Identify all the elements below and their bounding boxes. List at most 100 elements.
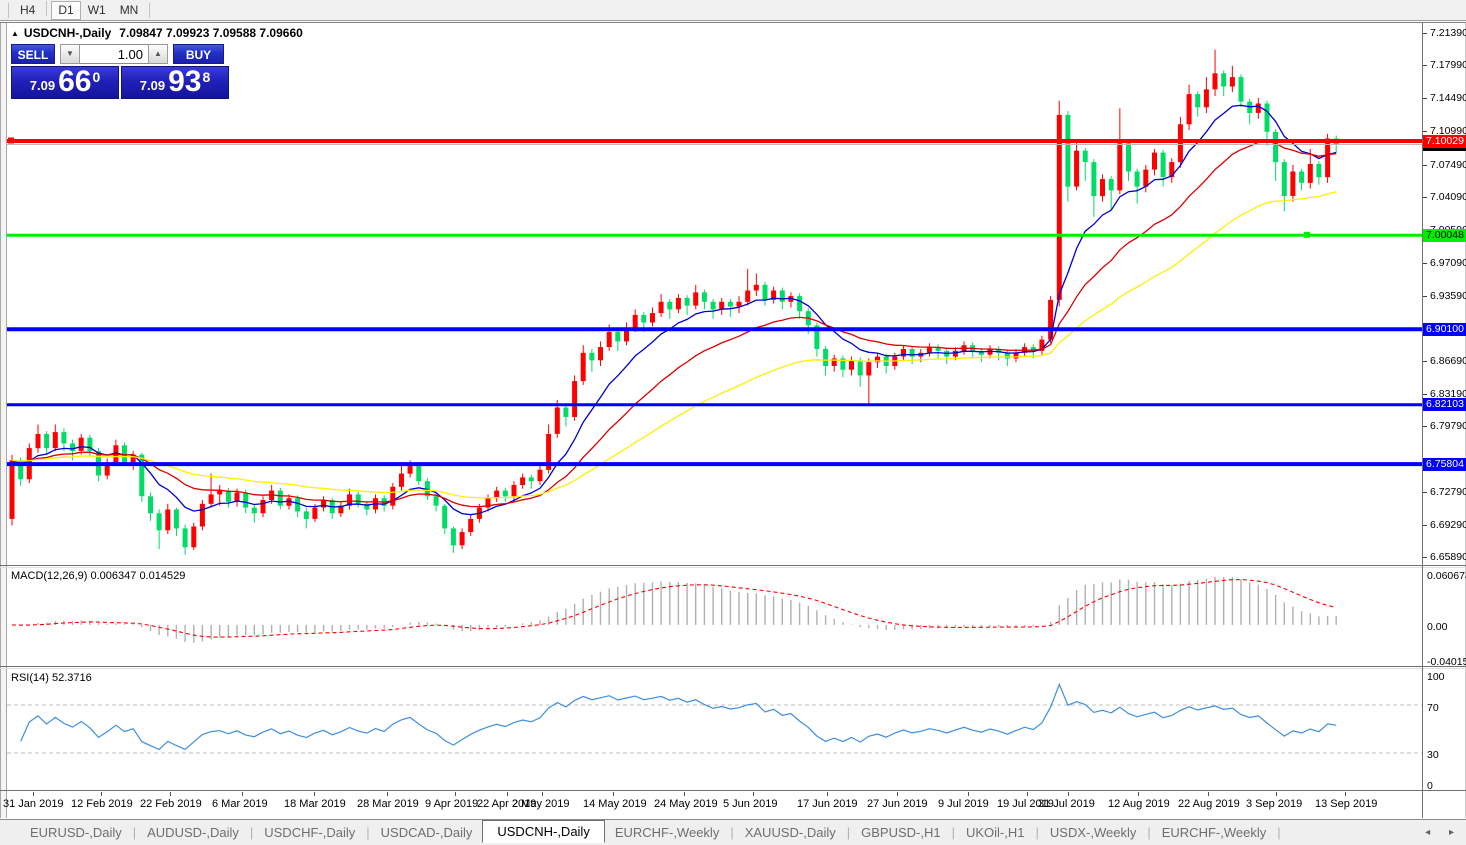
rsi-axis-label: 30 — [1427, 749, 1439, 761]
volume-increase-button[interactable]: ▲ — [148, 44, 168, 64]
volume-decrease-button[interactable]: ▼ — [60, 44, 80, 64]
price-tick-label: 7.07490 — [1430, 158, 1466, 171]
date-tick-mark — [827, 792, 828, 796]
toolbar-separator — [8, 2, 9, 18]
tab-separator: | — [846, 825, 851, 840]
price-tick-mark — [1423, 360, 1427, 362]
chart-tab-eurusd-daily[interactable]: EURUSD-,Daily — [30, 825, 122, 840]
chart-window-border — [0, 22, 1466, 23]
price-tick-mark — [1423, 525, 1427, 527]
rsi-axis-label: 70 — [1427, 702, 1439, 714]
price-tick-mark — [1423, 557, 1427, 559]
main-price-chart[interactable] — [7, 25, 1422, 565]
pane-separator[interactable] — [0, 565, 1466, 566]
macd-pane[interactable] — [7, 568, 1422, 665]
price-tick-label: 7.14490 — [1430, 92, 1466, 105]
ask-price-pip: 8 — [202, 69, 211, 85]
chart-tab-usdchf-daily[interactable]: USDCHF-,Daily — [264, 825, 356, 840]
chart-tabs: EURUSD-,Daily | AUDUSD-,Daily | USDCHF-,Dail… — [20, 820, 1282, 844]
date-label: 9 Jul 2019 — [938, 798, 989, 810]
pane-separator[interactable] — [0, 666, 1466, 667]
date-tick-mark — [101, 792, 102, 796]
date-label: 3 Sep 2019 — [1246, 798, 1303, 810]
chart-title: ▲ USDCNH-,Daily 7.09847 7.09923 7.09588 7.… — [11, 26, 303, 40]
tab-scroll-left-icon[interactable]: ◂ — [1425, 827, 1431, 838]
date-label: 19 Jul 2019 — [997, 798, 1054, 810]
price-tick-mark — [1423, 164, 1427, 166]
macd-signal-value: 0.014529 — [139, 570, 186, 582]
price-tick-label: 6.86690 — [1430, 354, 1466, 367]
date-label: 14 May 2019 — [583, 798, 647, 810]
buy-button[interactable]: BUY — [173, 44, 224, 64]
date-label: 22 Apr 2019 — [477, 798, 537, 810]
price-tick-label: 6.93590 — [1430, 289, 1466, 302]
buy-price-button[interactable]: 7.09 93 8 — [121, 66, 229, 99]
date-tick-mark — [33, 792, 34, 796]
timeframe-button-w1[interactable]: W1 — [87, 2, 106, 17]
macd-axis-label: -0.040152 — [1427, 656, 1466, 668]
date-label: 12 Feb 2019 — [71, 798, 133, 810]
chart-tab-ukoil-h1[interactable]: UKOil-,H1 — [965, 825, 1025, 840]
date-label: 31 Jan 2019 — [3, 798, 64, 810]
rsi-name: RSI(14) — [11, 672, 49, 684]
pane-separator-highlight — [0, 668, 1466, 669]
chart-tab-xauusd-daily[interactable]: XAUUSD-,Daily — [744, 825, 836, 840]
tab-scroll-right-icon[interactable]: ▸ — [1448, 827, 1454, 838]
rsi-axis-label: 100 — [1427, 671, 1445, 683]
price-tick-mark — [1423, 295, 1427, 297]
hline-price-label: 6.75804 — [1423, 457, 1466, 471]
date-tick-mark — [455, 792, 456, 796]
tab-separator: | — [132, 825, 137, 840]
tab-separator: | — [1277, 825, 1281, 840]
price-tick-label: 6.83190 — [1430, 387, 1466, 400]
price-tick-mark — [1423, 393, 1427, 395]
bid-price-prefix: 7.09 — [29, 78, 56, 93]
price-tick-label: 6.79790 — [1430, 420, 1466, 432]
date-label: 22 Aug 2019 — [1178, 798, 1240, 810]
date-tick-mark — [1345, 792, 1346, 796]
price-tick-mark — [1423, 65, 1427, 67]
chart-tab-usdcad-daily[interactable]: USDCAD-,Daily — [380, 825, 473, 840]
sell-button[interactable]: SELL — [11, 44, 55, 64]
toolbar-separator — [46, 0, 48, 16]
date-axis: 31 Jan 2019 12 Feb 2019 22 Feb 2019 6 Mar 2… — [0, 792, 1422, 818]
chart-tab-gbpusd-h1[interactable]: GBPUSD-,H1 — [861, 825, 941, 840]
price-tick-label: 7.17990 — [1430, 59, 1466, 72]
price-tick-label: 7.21390 — [1430, 27, 1466, 40]
window-left-edge — [0, 23, 7, 818]
price-tick-label: 7.10990 — [1430, 125, 1466, 138]
date-tick-mark — [387, 792, 388, 796]
one-click-trading-panel: SELL ▼ ▲ BUY 7.09 66 0 7.09 93 8 — [11, 44, 229, 99]
date-label: 13 Sep 2019 — [1315, 798, 1378, 810]
chart-tab-audusd-daily[interactable]: AUDUSD-,Daily — [147, 825, 239, 840]
hline-price-label: 7.00048 — [1423, 228, 1466, 242]
collapse-triangle-icon[interactable]: ▲ — [11, 29, 19, 38]
sell-price-button[interactable]: 7.09 66 0 — [11, 66, 119, 99]
hline-price-label: 7.10029 — [1423, 134, 1466, 148]
price-tick-mark — [1423, 262, 1427, 264]
rsi-pane[interactable] — [7, 669, 1422, 789]
price-tick-label: 7.04090 — [1430, 190, 1466, 203]
timeframe-toolbar: H4 D1 W1 MN — [0, 0, 1466, 21]
volume-input[interactable] — [80, 44, 148, 64]
timeframe-button-h4[interactable]: H4 — [20, 2, 36, 17]
rsi-axis-label: 0 — [1427, 780, 1433, 792]
chart-tab-eurchf-weekly[interactable]: EURCHF-,Weekly — [1161, 825, 1267, 840]
tab-separator: | — [249, 825, 254, 840]
tab-separator: | — [1035, 825, 1039, 840]
date-label: 22 Feb 2019 — [140, 798, 202, 810]
chart-tab-usdcnh-daily[interactable]: USDCNH-,Daily — [482, 820, 605, 843]
chart-tab-bar: EURUSD-,Daily | AUDUSD-,Daily | USDCHF-,Dail… — [0, 819, 1466, 845]
price-tick-label: 6.97090 — [1430, 256, 1466, 269]
date-tick-mark — [1276, 792, 1277, 796]
date-label: 31 Jul 2019 — [1038, 798, 1095, 810]
date-label: 2 May 2019 — [512, 798, 570, 810]
date-label: 5 Jun 2019 — [723, 798, 778, 810]
chart-tab-eurchf-weekly[interactable]: EURCHF-,Weekly — [614, 825, 720, 840]
timeframe-button-d1[interactable]: D1 — [51, 0, 81, 20]
chart-tab-usdx-weekly[interactable]: USDX-,Weekly — [1049, 825, 1137, 840]
tab-separator: | — [1147, 825, 1151, 840]
date-label: 18 Mar 2019 — [284, 798, 346, 810]
timeframe-button-mn[interactable]: MN — [119, 2, 139, 17]
